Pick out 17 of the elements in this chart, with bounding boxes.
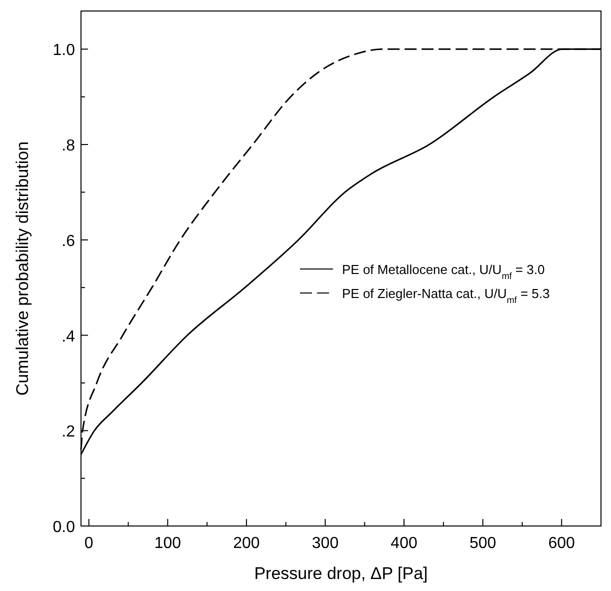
x-tick-label: 600 [548,535,576,552]
y-tick-label: 1.0 [52,42,76,60]
y-tick-label: .2 [62,424,76,441]
x-tick-label: 100 [154,535,182,552]
legend-label: PE of Metallocene cat., U/U$_{mf}$ = 3.0 [342,262,545,281]
x-tick-label: 300 [312,535,339,552]
x-tick-label: 500 [469,535,496,552]
y-tick-label: .4 [62,328,76,346]
x-axis-title: Pressure drop, ΔP [Pa] [254,564,428,583]
x-tick-label: 200 [233,535,260,552]
y-tick-label: 0.0 [52,519,76,536]
x-tick-label: 0 [84,535,94,552]
y-tick-label: .6 [62,232,76,250]
x-tick-label: 400 [390,535,418,552]
legend-label: PE of Ziegler-Natta cat., U/U$_{mf}$ = 5.3 [342,286,550,305]
y-axis-title: Cumulative probability distribution [13,141,32,396]
y-tick-label: .8 [62,138,76,155]
